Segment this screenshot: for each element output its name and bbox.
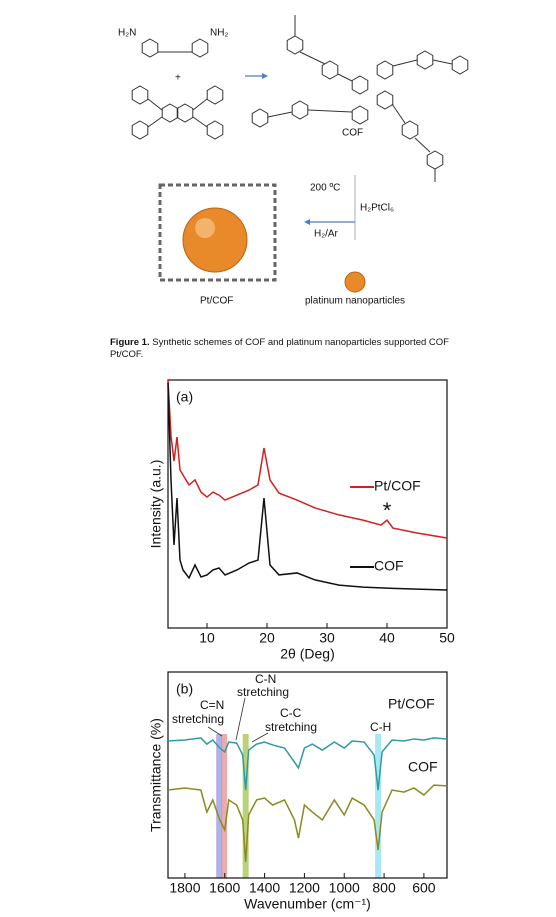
- leader-line: [207, 726, 223, 737]
- arrowhead: [262, 73, 268, 79]
- plot-frame: [167, 671, 448, 879]
- x-axis-label: 2θ (Deg): [280, 646, 334, 662]
- x-tick-label: 20: [259, 630, 275, 646]
- arrowhead: [304, 219, 310, 225]
- band: [216, 734, 223, 878]
- y-axis-label: Intensity (a.u.): [148, 460, 164, 549]
- cof-structure: [251, 15, 469, 182]
- leader-line: [235, 697, 246, 741]
- scheme-label: +: [175, 73, 181, 84]
- annotation: C-H: [370, 720, 391, 734]
- plot-frame: [167, 379, 448, 629]
- diamine: [141, 38, 209, 58]
- x-tick-label: 600: [412, 880, 436, 896]
- scheme-label: 200 ºC: [310, 183, 340, 194]
- scheme-label: platinum nanoparticles: [305, 296, 405, 307]
- highlight: [195, 218, 215, 238]
- annotation: C-C: [280, 706, 302, 720]
- x-tick-label: 1800: [169, 880, 200, 896]
- y-axis-label: Transmittance (%): [148, 718, 164, 832]
- panel-label: (a): [176, 389, 193, 405]
- scheme-label: H₂N: [118, 28, 136, 39]
- series-label: COF: [408, 759, 438, 775]
- pt-particle: [182, 207, 248, 273]
- annotation: C=N: [200, 698, 224, 712]
- legend-label: Pt/COF: [374, 478, 421, 494]
- x-tick-label: 800: [372, 880, 396, 896]
- x-tick-label: 50: [439, 630, 455, 646]
- panel-label: (b): [176, 681, 193, 697]
- leader-line: [251, 732, 269, 743]
- series-line: [167, 784, 448, 862]
- series-line: [167, 737, 448, 791]
- x-axis-label: Wavenumber (cm⁻¹): [244, 896, 371, 912]
- x-tick-label: 1400: [249, 880, 280, 896]
- x-tick-label: 1600: [209, 880, 240, 896]
- annotation: stretching: [172, 712, 224, 726]
- series-line: [167, 382, 448, 591]
- series-label: Pt/COF: [388, 696, 435, 712]
- tetra-aldehyde: [131, 85, 224, 140]
- scheme-label: Pt/COF: [200, 296, 233, 307]
- annotation: C-N: [255, 672, 276, 686]
- x-tick-label: 10: [199, 630, 215, 646]
- series-line: [167, 379, 448, 539]
- band: [242, 734, 249, 878]
- x-tick-label: 1200: [289, 880, 320, 896]
- caption-text: Synthetic schemes of COF and platinum na…: [110, 337, 449, 360]
- scheme-label: NH₂: [210, 28, 228, 39]
- caption: Figure 1. Synthetic schemes of COF and p…: [110, 337, 480, 361]
- legend-label: COF: [374, 558, 404, 574]
- scheme-label: H₂PtCl₆: [360, 203, 394, 214]
- band: [221, 734, 228, 878]
- pt-cof-network: [158, 183, 277, 282]
- x-tick-label: 40: [379, 630, 395, 646]
- x-tick-label: 30: [319, 630, 335, 646]
- annotation: *: [383, 498, 392, 523]
- scheme-label: COF: [342, 128, 363, 139]
- band: [375, 734, 382, 878]
- annotation: stretching: [237, 685, 289, 699]
- scheme-label: H₂/Ar: [314, 229, 339, 240]
- pt-particle-small: [344, 271, 366, 293]
- caption-label: Figure 1.: [110, 337, 150, 348]
- x-tick-label: 1000: [329, 880, 360, 896]
- annotation: stretching: [265, 720, 317, 734]
